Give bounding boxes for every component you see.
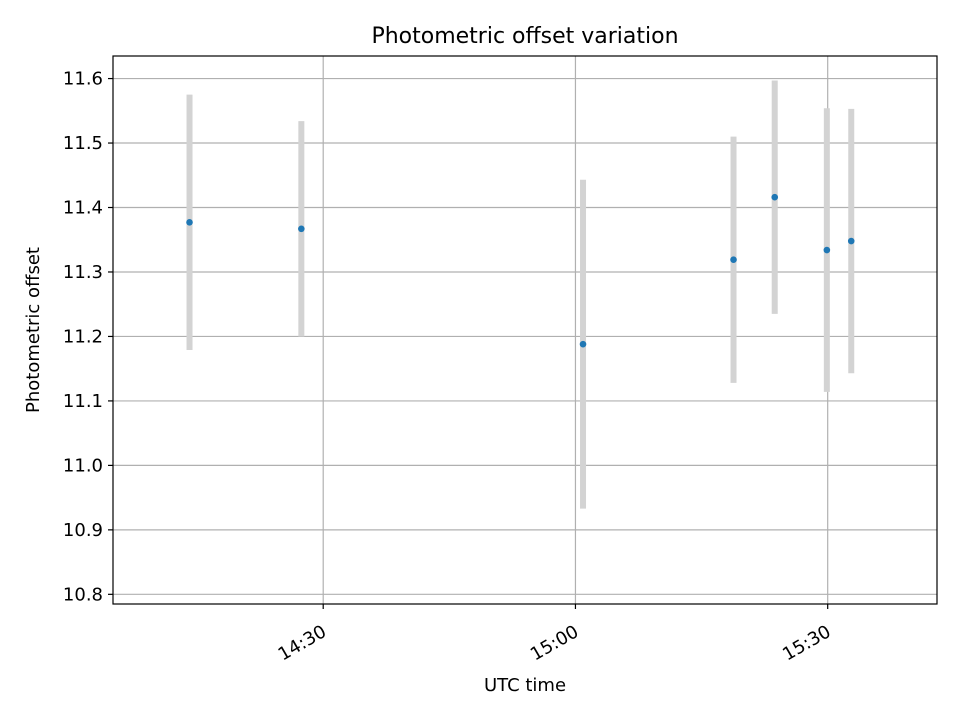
data-points [186,193,855,348]
y-tick-label: 10.8 [63,584,103,605]
grid-lines [113,56,937,604]
y-tick-label: 10.9 [63,520,103,541]
data-point [771,193,779,201]
data-point [730,256,737,264]
data-point [186,219,193,226]
x-axis-label: UTC time [484,675,566,696]
y-tick-label: 11.5 [63,133,103,154]
y-axis-label: Photometric offset [23,247,44,413]
y-tick-label: 11.3 [63,262,103,283]
y-tick-label: 11.6 [63,69,103,90]
data-point [298,225,305,233]
data-point [823,246,831,254]
plot-area [113,56,937,604]
y-tick-label: 11.4 [63,198,103,219]
data-point [847,237,855,245]
data-point [579,340,587,348]
chart-title: Photometric offset variation [371,24,678,49]
y-tick-label: 11.0 [63,455,103,476]
plot-frame [112,55,938,605]
y-tick-label: 11.2 [63,326,103,347]
y-tick-label: 11.1 [63,391,103,412]
